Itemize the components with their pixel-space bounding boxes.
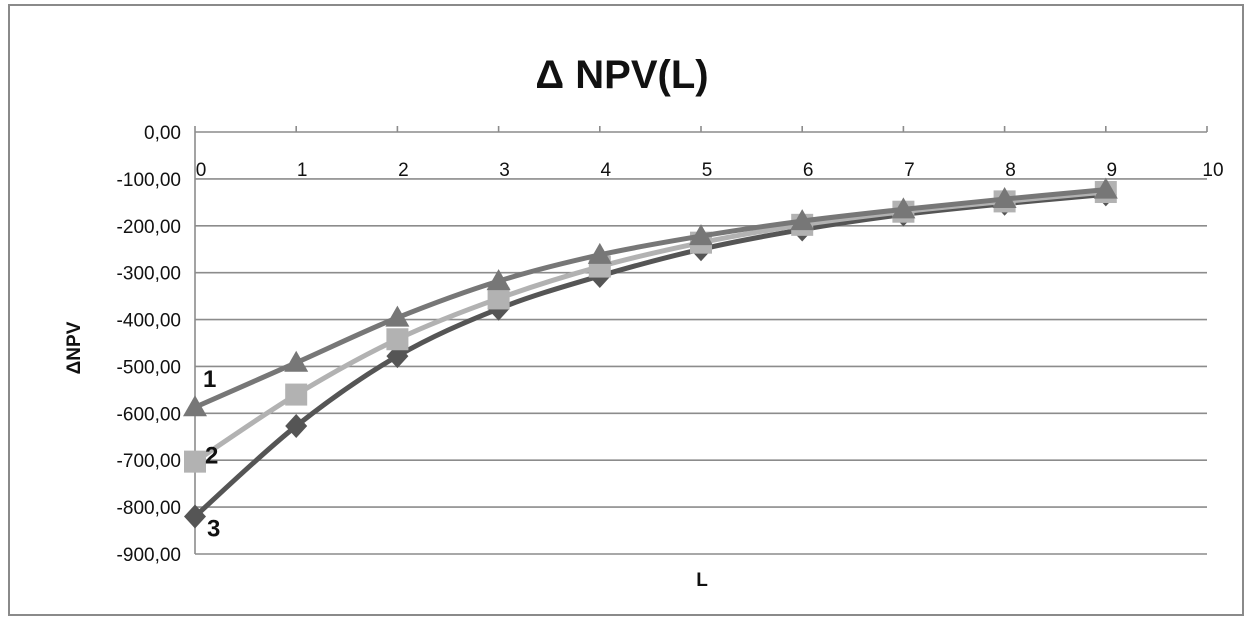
x-tick-label: 9 [1107,160,1118,181]
y-axis-title: ΔNPV [64,321,85,374]
x-tick-label: 6 [803,160,814,181]
y-tick-label: -600,00 [117,404,181,425]
y-tick-label: -200,00 [117,217,181,238]
series-1-point [790,209,815,231]
plot-area: 0,00 -100,00 -200,00 -300,00 -400,00 -500,00 -… [117,123,1224,566]
series-1-point [385,305,410,327]
x-tick-label: 1 [297,160,308,181]
series-1-point [891,197,916,219]
x-axis-title: L [696,570,708,591]
series-1-point [992,187,1017,209]
series-1-point [486,269,511,291]
series-2-line [192,189,1109,465]
x-tick-label: 0 [196,160,207,181]
series-1-point [1093,177,1118,199]
x-tick-label: 5 [702,160,713,181]
y-tick-label: -100,00 [117,170,181,191]
series-2-point [487,287,510,310]
series-3-point [184,504,206,529]
series-1-point [183,395,207,417]
y-tick-label: -900,00 [117,545,181,566]
series-1-line [192,187,1109,410]
y-tick-label: 0,00 [144,123,181,144]
chart-title: Δ NPV(L) [535,53,708,97]
y-tick-label: -400,00 [117,311,181,332]
series-3-point [285,413,308,438]
y-tick-label: -300,00 [117,264,181,285]
series-3-label: 3 [207,515,220,542]
y-tick-label: -500,00 [117,357,181,378]
y-tick-label: -800,00 [117,498,181,519]
x-tick-label: 3 [499,160,510,181]
x-tick-label: 2 [398,160,409,181]
x-tick-label: 7 [904,160,915,181]
chart-frame: Δ NPV(L) ΔNPV L 0,00 -100,00 -200,00 -300,0… [8,4,1244,616]
x-tick-label: 10 [1202,160,1223,181]
series-2-point [386,328,409,351]
series-1-point [284,350,309,372]
series-1-point [689,224,713,246]
series-2-point [285,383,308,406]
series-2-label: 2 [205,443,218,470]
x-tick-label: 8 [1005,160,1016,181]
series-1-point [587,242,612,264]
chart-svg: Δ NPV(L) ΔNPV L 0,00 -100,00 -200,00 -300,0… [64,53,1224,591]
series-1-label: 1 [203,366,216,393]
y-tick-label: -700,00 [117,451,181,472]
x-tick-label: 4 [601,160,612,181]
series-2-point [184,450,206,473]
